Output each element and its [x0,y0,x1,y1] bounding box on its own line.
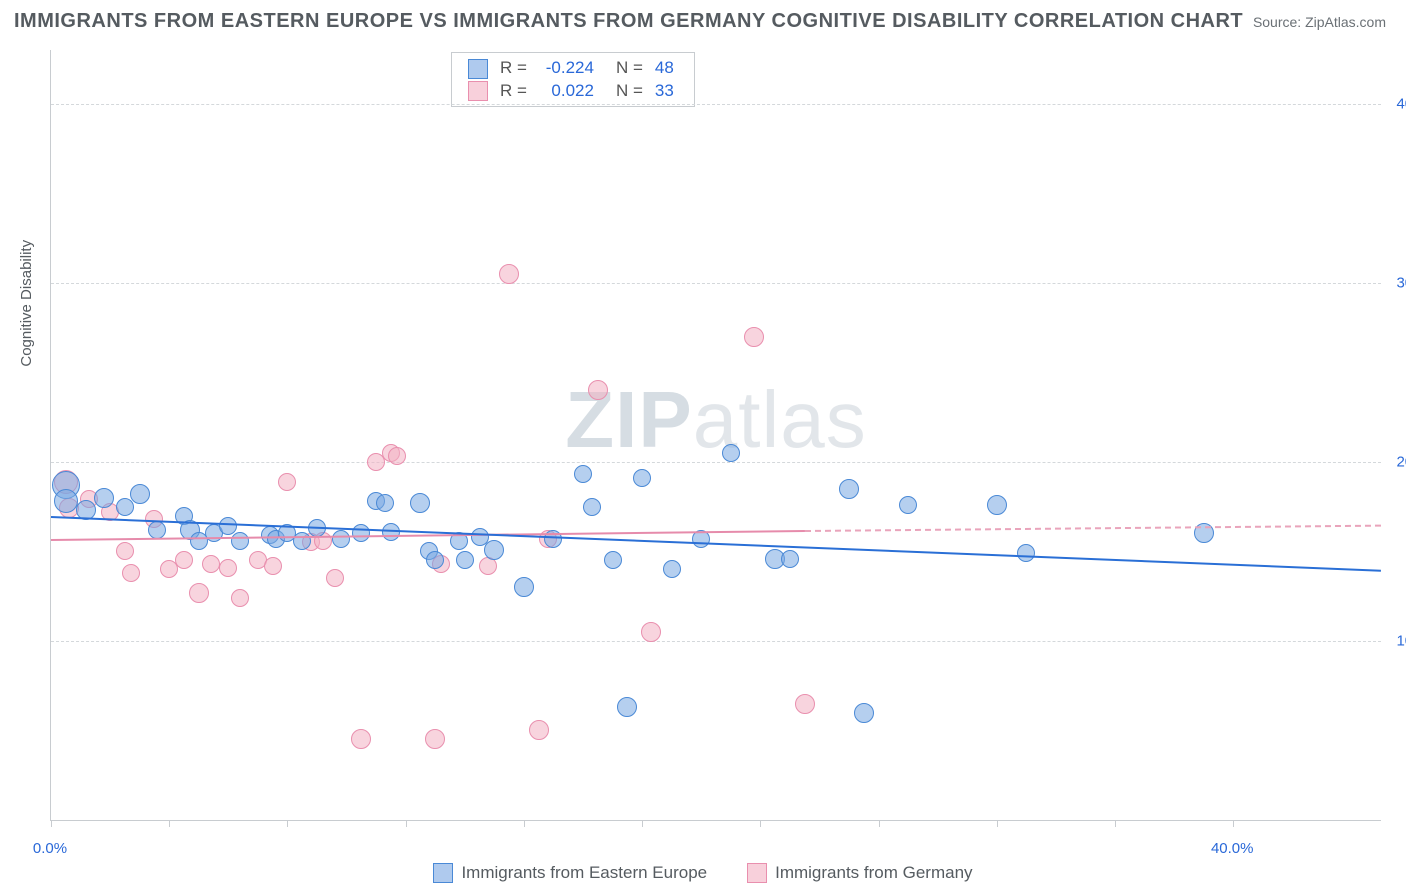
data-point [219,559,237,577]
data-point [588,380,608,400]
gridline [51,104,1381,105]
data-point [122,564,140,582]
x-tick [760,820,761,827]
data-point [293,532,311,550]
y-tick-label: 10.0% [1396,632,1406,649]
x-tick [1233,820,1234,827]
legend-r-label: R = [494,80,533,103]
data-point [326,569,344,587]
data-point [351,729,371,749]
legend-item: Immigrants from Germany [747,863,972,884]
data-point [189,583,209,603]
legend-n-label: N = [600,57,649,80]
x-tick [169,820,170,827]
data-point [617,697,637,717]
data-point [499,264,519,284]
scatter-plot-area: ZIPatlas R =-0.224N =48R =0.022N =33 10.… [50,50,1381,821]
x-tick [524,820,525,827]
data-point [722,444,740,462]
legend-swatch [747,863,767,883]
data-point [278,473,296,491]
data-point [376,494,394,512]
gridline [51,641,1381,642]
x-tick [879,820,880,827]
data-point [484,540,504,560]
y-tick-label: 20.0% [1396,453,1406,470]
source-credit: Source: ZipAtlas.com [1253,14,1386,30]
data-point [264,557,282,575]
data-point [574,465,592,483]
data-point [425,729,445,749]
data-point [388,447,406,465]
data-point [604,551,622,569]
x-tick-label: 40.0% [1211,840,1254,857]
legend-r-label: R = [494,57,533,80]
x-tick-label: 0.0% [33,840,67,857]
data-point [148,521,166,539]
data-point [175,551,193,569]
data-point [231,532,249,550]
legend-n-value: 48 [649,57,680,80]
legend-item: Immigrants from Eastern Europe [433,863,707,884]
data-point [231,589,249,607]
x-tick [287,820,288,827]
data-point [744,327,764,347]
legend-n-label: N = [600,80,649,103]
data-point [795,694,815,714]
x-tick [642,820,643,827]
data-point [332,530,350,548]
data-point [202,555,220,573]
data-point [663,560,681,578]
legend-swatch [468,81,488,101]
data-point [839,479,859,499]
data-point [899,496,917,514]
data-point [781,550,799,568]
x-tick [1115,820,1116,827]
gridline [51,462,1381,463]
legend-swatch [468,59,488,79]
data-point [529,720,549,740]
data-point [514,577,534,597]
data-point [130,484,150,504]
data-point [352,524,370,542]
series-legend: Immigrants from Eastern Europe Immigrants… [0,863,1406,884]
legend-n-value: 33 [649,80,680,103]
trendline [805,525,1381,532]
data-point [426,551,444,569]
legend-label: Immigrants from Eastern Europe [461,863,707,882]
y-axis-title: Cognitive Disability [18,240,35,367]
data-point [116,542,134,560]
legend-swatch [433,863,453,883]
x-tick [406,820,407,827]
data-point [456,551,474,569]
data-point [94,488,114,508]
data-point [410,493,430,513]
data-point [1017,544,1035,562]
data-point [641,622,661,642]
legend-r-value: -0.224 [533,57,600,80]
legend-r-value: 0.022 [533,80,600,103]
x-tick [997,820,998,827]
legend-label: Immigrants from Germany [775,863,972,882]
data-point [987,495,1007,515]
data-point [633,469,651,487]
y-tick-label: 40.0% [1396,95,1406,112]
data-point [583,498,601,516]
x-tick [51,820,52,827]
data-point [54,489,78,513]
watermark: ZIPatlas [565,374,866,466]
data-point [854,703,874,723]
chart-title: IMMIGRANTS FROM EASTERN EUROPE VS IMMIGR… [14,10,1243,33]
gridline [51,283,1381,284]
correlation-legend: R =-0.224N =48 R =0.022N =33 [451,52,695,107]
y-tick-label: 30.0% [1396,274,1406,291]
